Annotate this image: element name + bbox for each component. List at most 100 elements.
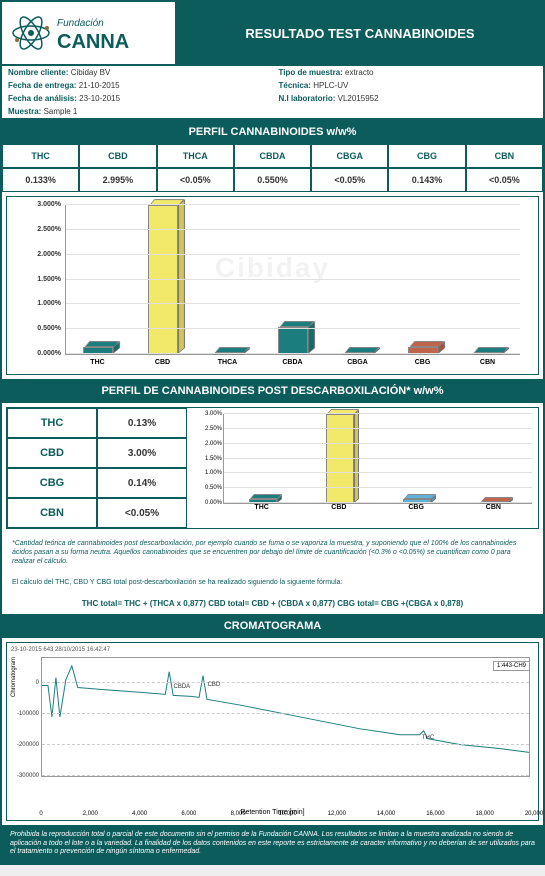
profile-header: THC [2,144,79,168]
crom-title: CROMATOGRAMA [2,614,543,638]
chart2-ylabel: 0.00% [194,500,222,506]
crom-xlabel: 0 [39,811,42,817]
meta-val: VL2015952 [338,94,379,103]
profile-value: <0.05% [157,168,234,192]
post-row: THC0.13% [7,408,187,438]
chart2-ylabel: 1.50% [194,456,222,462]
header: Fundación CANNA RESULTADO TEST CANNABINO… [2,2,543,66]
chart1-bar [78,205,118,354]
chart1-gridline: 1.500% [66,279,520,280]
crom-xlabel: 14,000 [377,811,395,817]
chart1: 0.000%0.500%1.000%1.500%2.000%2.500%3.00… [65,205,520,355]
crom-ylabel: -200000 [14,742,39,748]
meta-row: Fecha de entrega: 21-10-2015 [2,79,273,92]
formula: THC total= THC + (THCA x 0,877) CBD tota… [2,593,543,614]
chart1-gridline: 1.000% [66,303,520,304]
profile-value: <0.05% [466,168,543,192]
post-row: CBD3.00% [7,438,187,468]
chart2-ylabel: 1.00% [194,470,222,476]
post-key: CBD [7,438,97,468]
crom-xlabel: 12,000 [328,811,346,817]
crom-xlabel: 18,000 [476,811,494,817]
crom-ylabel: 0 [14,680,39,686]
meta-val: HPLC-UV [313,81,348,90]
chart2-xlabel: CBD [321,504,356,511]
chart1-bar [143,205,183,354]
chart1-ylabel: 2.500% [21,226,61,233]
chart1-ylabel: 1.000% [21,300,61,307]
profile-value: 0.550% [234,168,311,192]
meta-val: extracto [345,68,373,77]
chart1-gridline: 3.000% [66,204,520,205]
meta-key: Tipo de muestra: [279,68,343,77]
profile-table: THCCBDTHCACBDACBGACBGCBN 0.133%2.995%<0.… [2,144,543,192]
post-key: CBG [7,468,97,498]
crom-peak-label: THC [422,735,434,741]
crom-ylabel: -100000 [14,711,39,717]
post-val: 0.14% [97,468,187,498]
post-key: CBN [7,498,97,528]
note-2: El cálculo del THC, CBD Y CBG total post… [2,572,543,593]
post-row: CBN<0.05% [7,498,187,528]
meta-key: Técnica: [279,81,311,90]
chart1-xlabel: CBD [143,359,183,366]
meta-row: Técnica: HPLC-UV [273,79,544,92]
meta-val: 21-10-2015 [79,81,120,90]
profile-header: CBDA [234,144,311,168]
profile-value: 2.995% [79,168,156,192]
chart1-xlabel: CBN [468,359,508,366]
profile-value: 0.133% [2,168,79,192]
meta-right: Tipo de muestra: extractoTécnica: HPLC-U… [273,66,544,118]
chart1-bar [403,205,443,354]
crom-chart: Chromatogram 0-100000-200000-300000CBDAC… [41,657,530,777]
meta-val: 23-10-2015 [79,94,120,103]
chart2-ylabel: 3.00% [194,411,222,417]
chart1-bar [208,205,248,354]
chart1-ylabel: 2.000% [21,251,61,258]
crom-xlabel: 6,000 [181,811,196,817]
crom-xlabel: 8,000 [231,811,246,817]
profile-header: CBGA [311,144,388,168]
crom-y-axis-label: Chromatogram [11,657,17,697]
chart1-bar [338,205,378,354]
meta-key: Muestra: [8,107,41,116]
meta-left: Nombre cliente: Cibiday BVFecha de entre… [2,66,273,118]
crom-xlabel: 10,000 [278,811,296,817]
chart2: 0.00%0.50%1.00%1.50%2.00%2.50%3.00% [223,414,532,504]
post-val: 3.00% [97,438,187,468]
crom-ylabel: -300000 [14,773,39,779]
chart2-ylabel: 2.50% [194,426,222,432]
meta-row: Muestra: Sample 1 [2,105,273,118]
chart1-ylabel: 3.000% [21,201,61,208]
meta-row: Fecha de análisis: 23-10-2015 [2,92,273,105]
profile-header: CBN [466,144,543,168]
meta-val: Sample 1 [44,107,78,116]
meta-key: N.I laboratorio: [279,94,336,103]
chart1-xlabel: CBDA [273,359,313,366]
logo-cell: Fundación CANNA [2,2,177,64]
post-val: <0.05% [97,498,187,528]
canna-logo: Fundación CANNA [9,8,169,58]
crom-xlabel: 16,000 [426,811,444,817]
profile-header: THCA [157,144,234,168]
chart1-container: Cibiday 0.000%0.500%1.000%1.500%2.000%2.… [6,196,539,375]
crom-peak-label: CBDA [173,684,190,690]
chart1-xlabel: CBGA [338,359,378,366]
post-key: THC [7,408,97,438]
post-row: CBG0.14% [7,468,187,498]
profile-header: CBD [79,144,156,168]
chart1-bar [467,205,507,354]
post-val: 0.13% [97,408,187,438]
post-table: THC0.13%CBD3.00%CBG0.14%CBN<0.05% [7,408,187,528]
crom-xlabel: 20,000 [525,811,543,817]
profile-title: PERFIL CANNABINOIDES w/w% [2,120,543,144]
chart1-xlabel: THC [78,359,118,366]
chart1-gridline: 0.500% [66,328,520,329]
meta-row: Tipo de muestra: extracto [273,66,544,79]
meta-key: Fecha de análisis: [8,94,77,103]
chart1-gridline: 2.000% [66,254,520,255]
crom-meta: 23-10-2015 643 28/10/2015 16:42:47 [11,647,534,653]
meta-key: Nombre cliente: [8,68,68,77]
report-title: RESULTADO TEST CANNABINOIDES [177,2,543,64]
profile-value: <0.05% [311,168,388,192]
